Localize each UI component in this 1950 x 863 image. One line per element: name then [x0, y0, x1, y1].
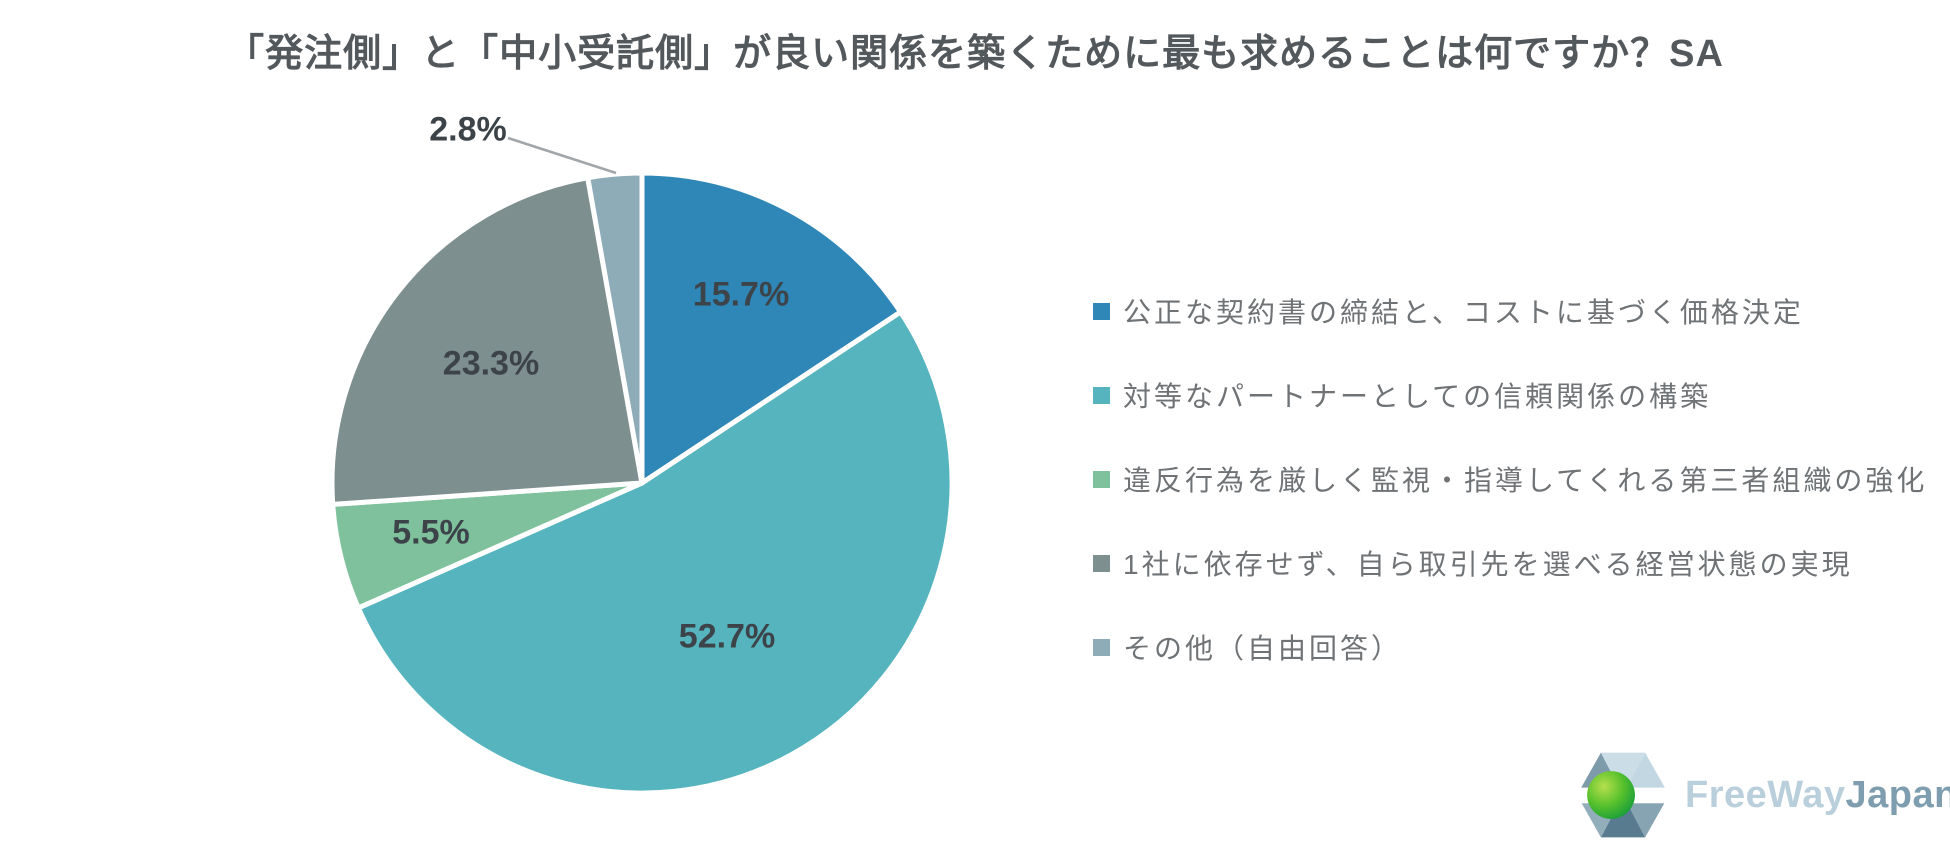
- chart-title: 「発注側」と「中小受託側」が良い関係を築くために最も求めることは何ですか？SA: [226, 33, 1724, 75]
- pie-chart: [322, 100, 962, 800]
- legend-marker-icon: [1093, 470, 1110, 488]
- pie-slice-1: [355, 309, 955, 796]
- logo-text-freeway: FreeWay: [1685, 773, 1846, 816]
- logo-wordmark: FreeWayJapan: [1685, 774, 1950, 817]
- legend-label: 対等なパートナーとしての信頼関係の構築: [1123, 381, 1712, 412]
- legend-item: 違反行為を厳しく監視・指導してくれる第三者組織の強化: [1093, 459, 1927, 499]
- legend-marker-icon: [1093, 638, 1110, 656]
- chart-legend: 公正な契約書の締結と、コストに基づく価格決定 対等なパートナーとしての信頼関係の…: [1093, 291, 1927, 667]
- legend-item: 1社に依存せず、自ら取引先を選べる経営状態の実現: [1093, 543, 1927, 583]
- slice-value-label: 52.7%: [678, 617, 776, 656]
- logo-text-japan: Japan: [1845, 773, 1950, 816]
- pie-chart-svg: [329, 136, 955, 796]
- slice-value-label: 5.5%: [392, 513, 470, 552]
- legend-item: 対等なパートナーとしての信頼関係の構築: [1093, 375, 1927, 415]
- pie-slice-4: [585, 170, 645, 486]
- slice-value-label: 15.7%: [692, 275, 790, 314]
- freeway-japan-logo: FreeWayJapan: [1577, 750, 1950, 840]
- leader-line-other-slice: [507, 136, 617, 175]
- pie-slice-0: [639, 170, 904, 486]
- legend-marker-icon: [1093, 302, 1110, 320]
- pie-slice-3: [329, 175, 645, 507]
- legend-label: その他（自由回答）: [1123, 633, 1403, 664]
- slice-value-label: 23.3%: [442, 344, 540, 383]
- freeway-japan-logo-icon: [1577, 752, 1669, 838]
- legend-marker-icon: [1093, 554, 1110, 572]
- legend-label: 1社に依存せず、自ら取引先を選べる経営状態の実現: [1123, 549, 1853, 580]
- legend-item: その他（自由回答）: [1093, 627, 1927, 667]
- legend-label: 違反行為を厳しく監視・指導してくれる第三者組織の強化: [1123, 465, 1928, 496]
- slice-value-label: 2.8%: [429, 110, 507, 149]
- legend-item: 公正な契約書の締結と、コストに基づく価格決定: [1093, 291, 1927, 331]
- legend-marker-icon: [1093, 386, 1110, 404]
- legend-label: 公正な契約書の締結と、コストに基づく価格決定: [1123, 297, 1804, 328]
